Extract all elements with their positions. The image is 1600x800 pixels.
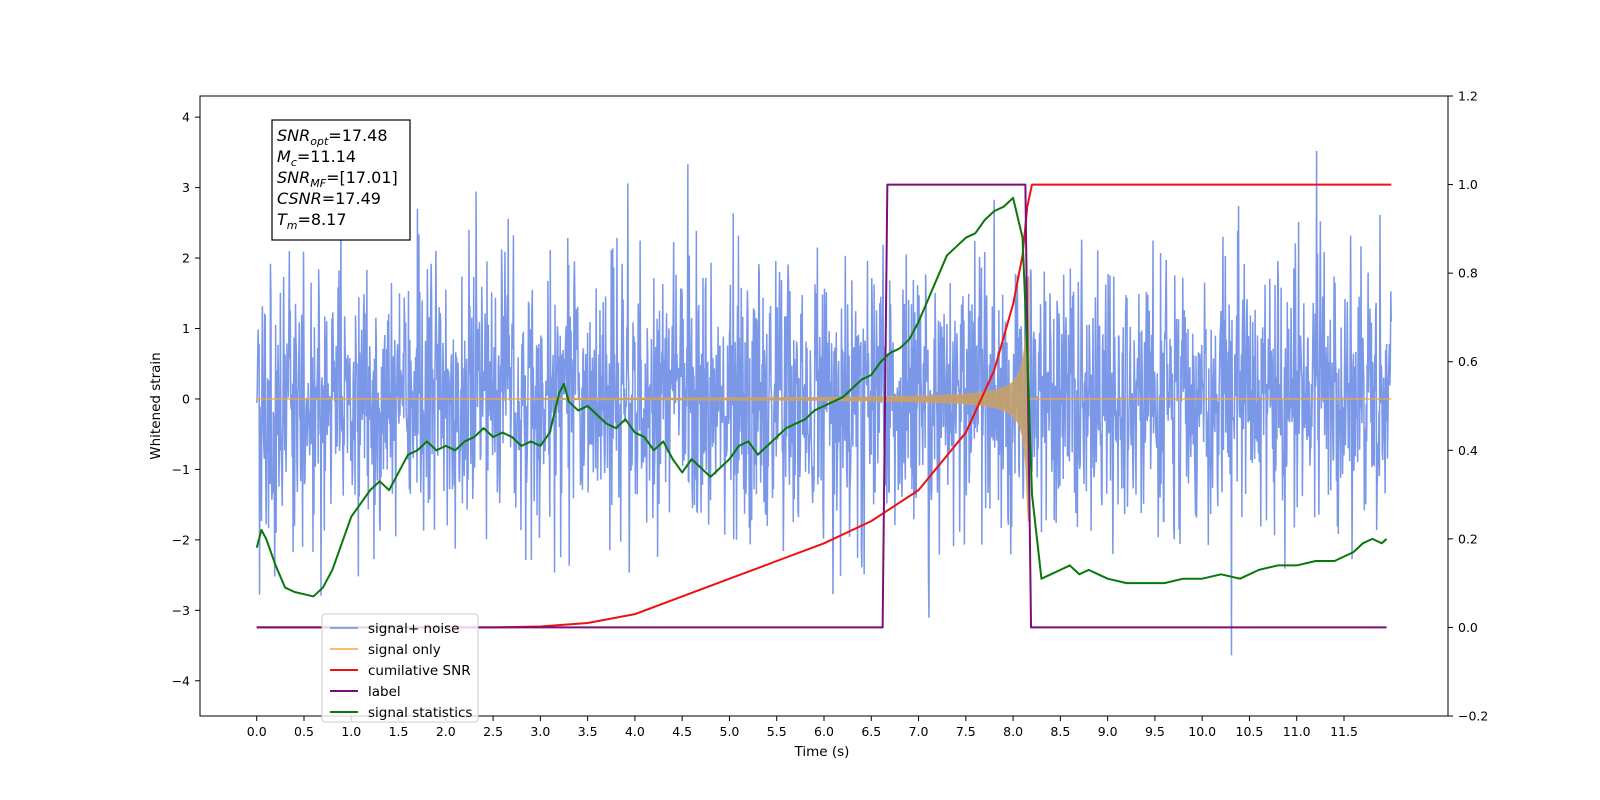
x-tick-label: 10.0 [1188,724,1216,739]
x-tick-label: 3.0 [530,724,550,739]
x-tick-label: 11.0 [1283,724,1311,739]
y2-tick-label: 0.8 [1458,266,1478,281]
x-tick-label: 5.5 [767,724,787,739]
x-tick-label: 11.5 [1330,724,1358,739]
x-axis-label: Time (s) [794,744,850,760]
y-tick-label: 1 [182,321,190,336]
x-tick-label: 9.0 [1098,724,1118,739]
legend: signal+ noise signal only cumilative SNR la… [321,613,479,723]
y2-tick-label: 1.2 [1458,89,1478,104]
annotation-frame [271,119,411,241]
y-tick-label: 0 [182,391,190,406]
annotation-line: SNRMF=[17.01] [277,168,398,190]
y2-tick-label: 0.2 [1458,531,1478,546]
x-tick-label: 2.0 [436,724,456,739]
x-tick-label: 6.5 [861,724,881,739]
y-tick-label: −4 [172,673,190,688]
annotation-line: SNRopt=17.48 [277,126,388,148]
series-line-signal-noise [255,150,1393,656]
x-tick-label: 4.0 [625,724,645,739]
legend-label-signal-only: signal only [368,642,441,658]
series-group-signal-noise [255,150,1393,656]
x-tick-label: 2.5 [483,724,503,739]
series-group-right-axis [255,183,1392,629]
x-tick-label: 9.5 [1145,724,1165,739]
x-tick-label: 5.0 [720,724,740,739]
x-tick-label: 3.5 [578,724,598,739]
y-axis-label: Whitened strain [148,352,164,459]
annotation-line: Tm=8.17 [277,210,347,232]
series-line-signal-statistics [255,196,1388,598]
y2-tick-label: 0.6 [1458,354,1478,369]
y-tick-label: 2 [182,251,190,266]
x-tick-label: 7.0 [909,724,929,739]
y2-axis-ticks: −0.2 0.0 0.2 0.4 0.6 0.8 1.0 1.2 [1448,89,1488,724]
y-tick-label: −2 [172,532,190,547]
y2-tick-label: 1.0 [1458,177,1478,192]
y-tick-label: 4 [182,110,190,125]
x-axis-ticks: 0.0 0.5 1.0 1.5 2.0 2.5 3.0 3.5 4.0 4.5 5.0 5.5 6.0 6… [247,716,1358,739]
x-tick-label: 1.5 [389,724,409,739]
x-tick-label: 0.0 [247,724,267,739]
legend-label-cumilative-snr: cumilative SNR [368,663,471,679]
plot-area [255,150,1393,656]
y2-tick-label: −0.2 [1458,709,1488,724]
x-tick-label: 8.5 [1050,724,1070,739]
x-tick-label: 8.0 [1003,724,1023,739]
y2-tick-label: 0.0 [1458,620,1478,635]
x-tick-label: 7.5 [956,724,976,739]
y-tick-label: −1 [172,462,190,477]
x-tick-label: 6.0 [814,724,834,739]
annotation-lines: SNRopt=17.48Mc=11.14SNRMF=[17.01]CSNR=17… [277,126,398,232]
y-tick-label: −3 [172,603,190,618]
x-tick-label: 4.5 [672,724,692,739]
legend-label-signal-noise: signal+ noise [368,621,459,637]
annotation-line: CSNR=17.49 [277,189,381,208]
y-axis-ticks: −4 −3 −2 −1 0 1 2 3 4 [172,110,200,688]
legend-label-label: label [368,684,401,700]
legend-label-signal-statistics: signal statistics [368,705,472,721]
legend-frame [321,613,479,723]
y-tick-label: 3 [182,180,190,195]
x-tick-label: 10.5 [1236,724,1264,739]
series-line-label [256,183,1387,629]
annotation-line: Mc=11.14 [277,147,356,169]
legend-items: signal+ noise signal only cumilative SNR la… [330,621,472,721]
annotation-box: SNRopt=17.48Mc=11.14SNRMF=[17.01]CSNR=17… [271,119,411,241]
x-tick-label: 1.0 [341,724,361,739]
x-tick-label: 0.5 [294,724,314,739]
y2-tick-label: 0.4 [1458,443,1478,458]
